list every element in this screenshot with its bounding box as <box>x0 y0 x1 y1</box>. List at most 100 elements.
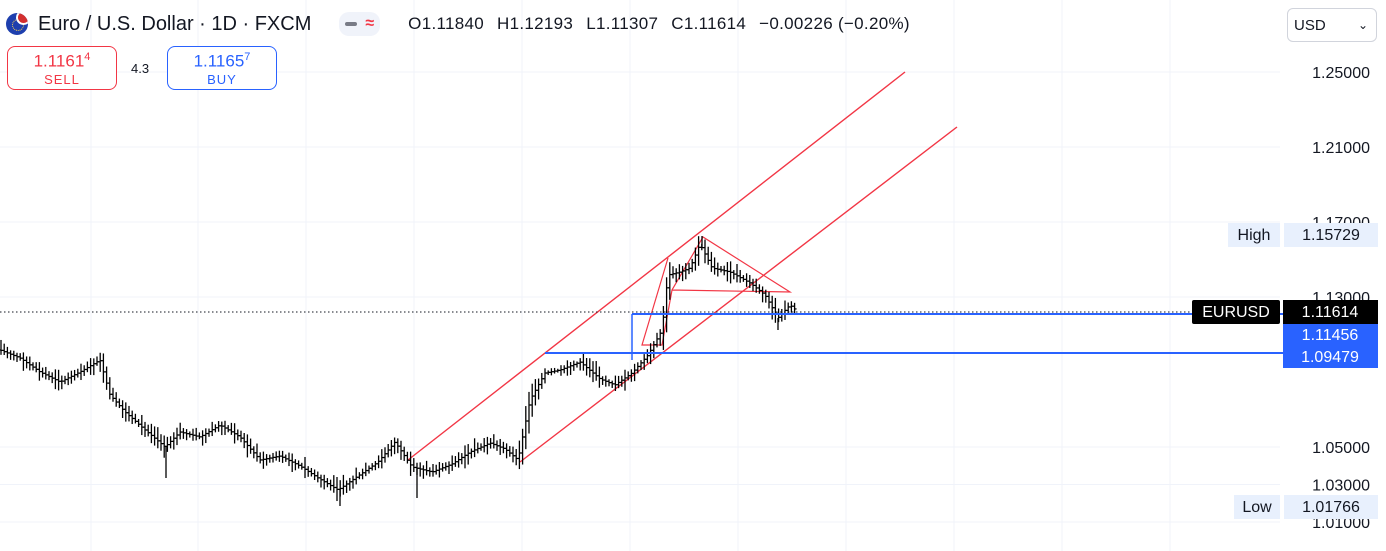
sell-button[interactable]: 1.11614 SELL <box>7 46 117 90</box>
ohlc-bar <box>159 434 163 451</box>
ohlc-bar <box>31 362 35 371</box>
indicator-controls[interactable]: ≈ <box>339 12 381 36</box>
price-axis[interactable]: 1.250001.210001.170001.130001.050001.030… <box>1312 65 1370 532</box>
ohlc-bar <box>408 451 413 476</box>
ohlc-bar <box>130 410 135 425</box>
ohlc-bar <box>274 451 279 461</box>
ohlc-bar <box>437 462 442 478</box>
ohlc-bar <box>8 350 13 360</box>
ohlc-bar <box>2 343 7 355</box>
trendline-drawings[interactable] <box>407 71 958 463</box>
ohlc-bar <box>98 352 103 372</box>
minimize-icon[interactable] <box>345 22 358 26</box>
ohlc-bar <box>703 239 707 264</box>
symbol-title[interactable]: Euro / U.S. Dollar · 1D · FXCM <box>38 12 312 35</box>
high-value: H1.12193 <box>497 14 574 33</box>
ohlc-bar <box>178 422 183 440</box>
price-grid <box>0 71 1280 523</box>
triangle-pattern <box>641 236 793 346</box>
ohlc-bar <box>738 269 743 283</box>
ohlc-bar <box>146 424 151 437</box>
ohlc-bar <box>389 440 394 457</box>
ohlc-bar <box>450 455 455 471</box>
svg-text:1.11456: 1.11456 <box>1302 327 1359 344</box>
buy-button[interactable]: 1.11657 BUY <box>167 46 277 90</box>
ohlc-bar <box>325 478 330 488</box>
ohlc-bar <box>651 341 656 359</box>
ohlc-bar <box>59 375 64 390</box>
ohlc-bar <box>91 358 96 376</box>
ohlc-bar <box>747 274 752 288</box>
ohlc-bar <box>283 454 288 462</box>
currency-select[interactable]: USD ⌄ <box>1287 8 1377 42</box>
ohlc-bar <box>568 361 573 375</box>
ohlc-bar <box>56 369 61 391</box>
ohlc-bar <box>367 465 371 474</box>
ohlc-bar <box>719 265 723 273</box>
ohlc-bar <box>731 270 736 280</box>
ohlc-bar <box>88 358 93 375</box>
svg-text:Low: Low <box>1242 499 1272 516</box>
spread-value: 4.3 <box>131 61 150 76</box>
ohlc-bar <box>434 464 439 475</box>
ohlc-bar <box>111 387 115 402</box>
ohlc-bar <box>792 302 797 314</box>
ohlc-bar <box>511 446 515 463</box>
ohlc-bar <box>491 434 496 449</box>
symbol-price-label: EURUSD 1.11614 <box>1192 300 1378 324</box>
y-tick-label: 1.03000 <box>1312 478 1370 495</box>
ohlc-bar <box>683 263 688 280</box>
ohlc-bar <box>85 361 90 373</box>
ohlc-bar <box>152 426 157 446</box>
ohlc-bar <box>133 413 138 424</box>
ohlc-bar <box>501 441 506 454</box>
ohlc-bar <box>114 392 119 407</box>
ohlc-bar <box>360 468 365 480</box>
high-label: High 1.15729 <box>1228 223 1378 247</box>
y-tick-label: 1.05000 <box>1312 440 1370 457</box>
ohlc-bar <box>754 278 759 293</box>
ohlc-bar <box>27 356 32 371</box>
ohlc-bar <box>690 258 695 273</box>
ohlc-bar <box>315 471 320 483</box>
ohlc-bar <box>507 446 512 457</box>
ohlc-bar <box>344 480 349 493</box>
ohlc-bar <box>527 391 531 434</box>
ohlc-bar <box>744 273 749 287</box>
ohlc-bar <box>351 475 355 489</box>
ohlc-bar <box>293 459 298 471</box>
ohlc-bar <box>255 443 259 462</box>
ohlc-bar <box>571 360 576 371</box>
ohlc-bar <box>43 366 48 380</box>
chart-grid <box>90 0 1171 551</box>
ohlc-bar <box>107 377 112 400</box>
ohlc-bar <box>309 467 314 477</box>
ohlc-bar <box>210 421 215 437</box>
ohlc-bar <box>597 366 602 388</box>
ohlc-bar <box>709 251 714 272</box>
ohlc-bar <box>34 362 39 373</box>
ohlc-bar <box>379 449 384 469</box>
ohlc-bar <box>594 361 599 381</box>
ohlc-bar <box>155 427 160 449</box>
ohlc-bar <box>82 365 87 376</box>
ohlc-bar <box>123 402 128 422</box>
ohlc-bar <box>706 246 711 265</box>
ohlc-bar <box>331 475 336 493</box>
ohlc-bar <box>773 297 778 323</box>
ohlc-bar <box>405 451 410 464</box>
ohlc-bar <box>463 445 467 469</box>
ohlc-bar <box>235 429 240 441</box>
ohlc-bar <box>693 247 698 271</box>
ohlc-bar <box>258 452 263 464</box>
ohlc-bar <box>229 422 234 435</box>
buy-label: BUY <box>207 71 237 87</box>
ohlc-bar <box>117 398 122 409</box>
ohlc-bar <box>760 286 765 303</box>
ohlc-bar <box>40 367 45 378</box>
ohlc-readout: O1.11840 H1.12193 L1.11307 C1.11614 −0.0… <box>408 14 918 34</box>
ohlc-bar <box>565 360 570 376</box>
ohlc-bar <box>539 372 544 389</box>
ohlc-bar <box>370 463 375 471</box>
wave-icon[interactable]: ≈ <box>365 15 375 32</box>
